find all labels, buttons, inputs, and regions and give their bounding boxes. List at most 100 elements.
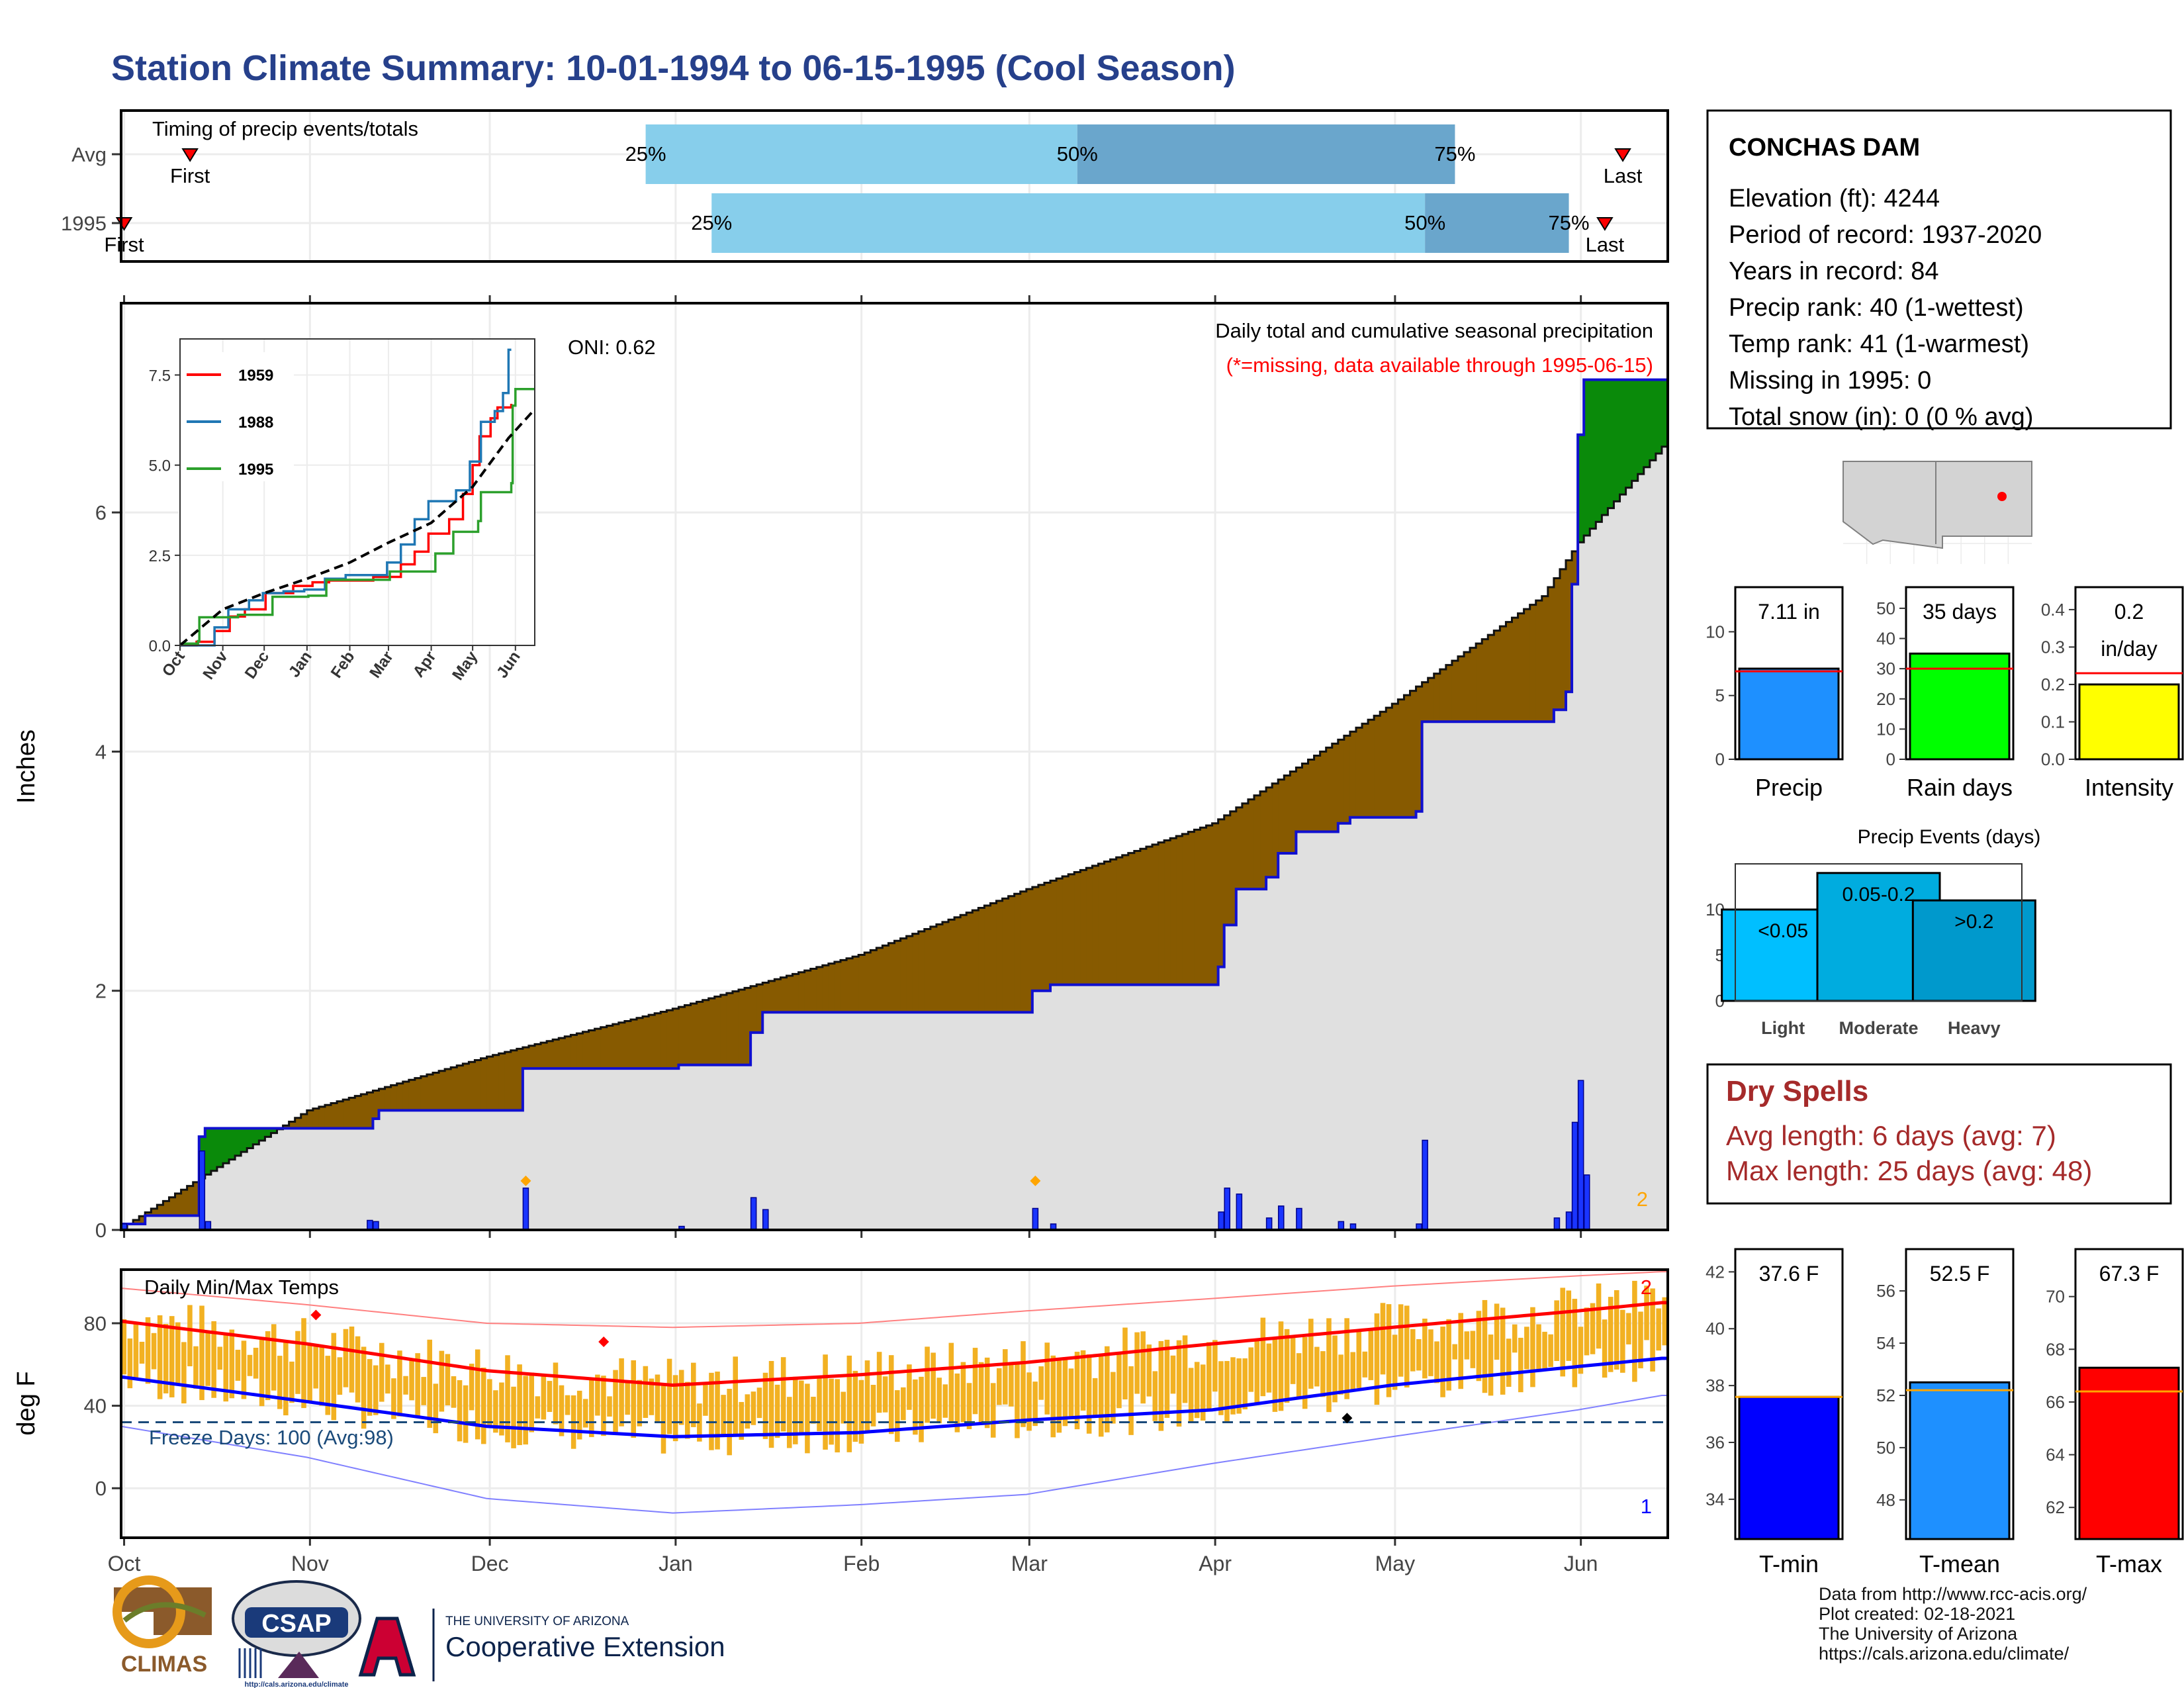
x-tick-label: Apr	[1199, 1552, 1232, 1575]
daily-temp-bar	[1494, 1303, 1500, 1360]
deficit-area	[1494, 630, 1500, 722]
daily-temp-bar	[265, 1331, 271, 1401]
deficit-area	[1470, 647, 1477, 722]
daily-temp-bar	[931, 1352, 936, 1419]
temp-bar-y-tick-label: 70	[2046, 1287, 2065, 1307]
daily-temp-bar	[1068, 1368, 1074, 1417]
deficit-area	[1284, 775, 1291, 853]
temperature-panel: 0 40 80 Oct Nov Dec Jan Feb Mar Apr May Jun Daily Mi…	[13, 1268, 1669, 1575]
deficit-area	[498, 1053, 506, 1111]
deficit-area	[1290, 771, 1297, 853]
daily-temp-bar	[858, 1380, 864, 1444]
daily-temp-bar	[1596, 1283, 1602, 1349]
daily-temp-bar	[655, 1374, 660, 1423]
deficit-area	[1242, 803, 1249, 890]
daily-temp-bar	[888, 1355, 894, 1434]
deficit-area	[1416, 686, 1423, 812]
deficit-area	[516, 1049, 523, 1111]
deficit-area	[463, 1063, 469, 1111]
deficit-area	[1104, 861, 1111, 985]
surplus-area	[253, 1128, 259, 1145]
daily-temp-bar	[193, 1346, 199, 1389]
daily-temp-bar	[1380, 1303, 1386, 1375]
deficit-area	[1074, 872, 1081, 985]
ua-logo-big-text: Cooperative Extension	[445, 1631, 725, 1662]
deficit-area	[786, 975, 794, 1013]
deficit-area	[690, 1003, 698, 1065]
daily-precip-bar	[1571, 1121, 1578, 1231]
mini-y-tick-label: 50	[1876, 598, 1895, 618]
deficit-area	[175, 1193, 182, 1216]
daily-temp-bar	[1176, 1340, 1182, 1427]
temp-bar-y-tick-label: 42	[1706, 1262, 1725, 1282]
daily-temp-bar	[1572, 1299, 1578, 1387]
daily-temp-bar	[1476, 1311, 1482, 1382]
temp-bar-y-tick-label: 54	[1876, 1333, 1895, 1353]
deficit-area	[379, 1088, 386, 1111]
daily-temp-bar	[672, 1375, 678, 1442]
surplus-area	[205, 1128, 212, 1175]
deficit-area	[396, 1083, 404, 1111]
station-info-line: Missing in 1995: 0	[1729, 367, 1931, 395]
count-bottom: 1	[1641, 1495, 1652, 1518]
deficit-area	[822, 965, 829, 1013]
daily-temp-bar	[942, 1384, 948, 1418]
daily-temp-bar	[307, 1344, 312, 1402]
daily-temp-bar	[1026, 1372, 1032, 1431]
daily-temp-bar	[1009, 1364, 1014, 1407]
rain-days-label: Rain days	[1907, 774, 2013, 801]
daily-temp-bar	[1290, 1336, 1296, 1384]
temp-bar-y-tick-label: 40	[1706, 1319, 1725, 1338]
deficit-area	[1541, 596, 1549, 722]
daily-temp-bar	[1398, 1304, 1404, 1377]
daily-precip-bar	[1218, 1211, 1224, 1231]
deficit-area	[1194, 829, 1201, 985]
daily-temp-bar	[1092, 1378, 1098, 1417]
daily-temp-bar	[901, 1387, 906, 1421]
rain-days-bar	[1909, 652, 2011, 761]
deficit-area	[181, 1190, 188, 1216]
daily-temp-bar	[919, 1376, 924, 1442]
daily-temp-bar	[984, 1357, 990, 1429]
daily-temp-bar	[774, 1384, 780, 1438]
daily-temp-bar	[547, 1381, 553, 1412]
precip-events: Precip Events (days)0510<0.05Light0.05-0…	[1706, 826, 2040, 1038]
deficit-area	[1026, 889, 1033, 1013]
daily-temp-bar	[996, 1368, 1002, 1405]
deficit-area	[361, 1094, 367, 1129]
inset-y-tick-label: 7.5	[149, 367, 171, 385]
deficit-area	[324, 1105, 332, 1129]
deficit-area	[145, 1212, 152, 1216]
deficit-area	[588, 1030, 596, 1069]
daily-temp-bar	[1134, 1332, 1140, 1394]
deficit-area	[151, 1208, 158, 1216]
x-tick-label: May	[1375, 1552, 1415, 1575]
deficit-area	[469, 1062, 476, 1111]
deficit-area	[1428, 678, 1435, 722]
deficit-area	[570, 1035, 578, 1069]
daily-temp-bar	[1542, 1331, 1547, 1371]
daily-temp-bar	[199, 1305, 205, 1401]
deficit-area	[1206, 825, 1213, 985]
deficit-area	[745, 988, 751, 1065]
daily-temp-bar	[205, 1333, 210, 1386]
y-axis-label: deg F	[13, 1371, 40, 1435]
daily-temp-bar	[1428, 1329, 1433, 1376]
daily-temp-bar	[445, 1354, 451, 1406]
deficit-area	[990, 903, 997, 1013]
deficit-area	[1506, 622, 1513, 722]
deficit-area	[355, 1096, 361, 1129]
daily-temp-bar	[1332, 1335, 1338, 1403]
surplus-area	[1643, 379, 1651, 467]
deficit-area	[1457, 656, 1465, 722]
station-box	[1706, 109, 2172, 430]
station-info-line: Elevation (ft): 4244	[1729, 185, 1940, 212]
deficit-area	[840, 960, 847, 1013]
deficit-area	[1374, 716, 1381, 818]
deficit-area	[414, 1078, 422, 1111]
deficit-area	[139, 1216, 146, 1224]
events-frame	[1735, 863, 2023, 1002]
deficit-area	[624, 1021, 631, 1069]
intensity-bar	[2078, 683, 2180, 761]
